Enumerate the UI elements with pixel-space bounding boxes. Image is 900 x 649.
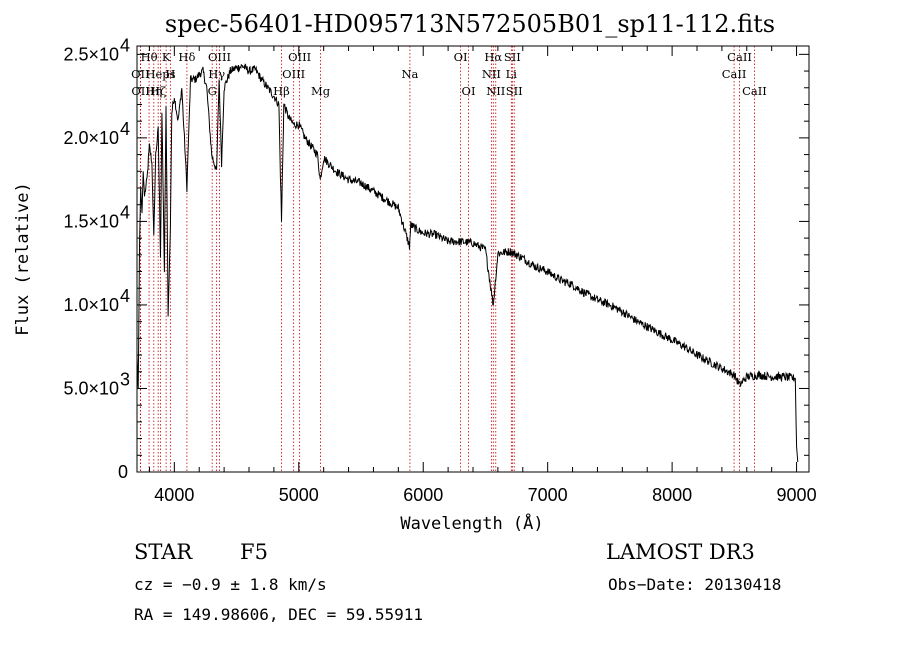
- line-label: Hθ: [141, 50, 158, 64]
- y-tick-label: 2.0×10: [63, 128, 119, 148]
- line-label: OI: [454, 50, 468, 64]
- x-axis-ticks: 4000 5000 6000 7000 8000 9000: [148, 46, 817, 505]
- y-tick-label: 1.5×10: [63, 211, 119, 231]
- x-tick-label: 8000: [652, 485, 692, 505]
- line-label: Hη: [145, 84, 162, 98]
- line-label: Hβ: [273, 84, 290, 98]
- line-label: NII: [486, 84, 505, 98]
- x-tick-label: 4000: [154, 485, 194, 505]
- line-label: OIII: [288, 50, 311, 64]
- line-label: Hα: [484, 50, 502, 64]
- line-label: SII: [504, 50, 521, 64]
- line-label: K: [162, 50, 171, 64]
- x-tick-label: 6000: [403, 485, 443, 505]
- line-label: SII: [506, 84, 523, 98]
- y-tick-label: 0: [118, 462, 128, 482]
- line-label: OII: [131, 67, 150, 81]
- line-label: Li: [506, 67, 518, 81]
- y-tick-label: 5.0×10: [63, 378, 119, 398]
- line-label: Heps: [145, 67, 175, 81]
- line-label: G: [208, 84, 217, 98]
- object-class: STAR: [134, 540, 193, 564]
- y-axis-ticks: 05.0×10 31.0×10 41.5×10 42.0×10 42.5×10 4: [63, 35, 809, 482]
- plot-frame: [136, 45, 810, 473]
- y-axis-label: Flux (relative): [13, 182, 33, 336]
- redshift-cz: cz = −0.9 ± 1.8 km/s: [134, 575, 327, 594]
- spectral-line-markers: [139, 46, 755, 472]
- ra-dec-coords: RA = 149.98606, DEC = 59.55911: [134, 605, 423, 624]
- y-tick-exponent: 4: [120, 119, 130, 139]
- line-label: OI: [462, 84, 476, 98]
- survey-name: LAMOST DR3: [606, 540, 755, 564]
- line-label: Hζ: [150, 84, 166, 98]
- line-label: Mg: [311, 84, 331, 98]
- y-tick-label: 2.5×10: [63, 44, 119, 64]
- obs-date: Obs−Date: 20130418: [608, 575, 781, 594]
- line-label: CaII: [722, 67, 747, 81]
- chart-title: spec-56401-HD095713N572505B01_sp11-112.f…: [165, 10, 775, 38]
- spectrum-line: [136, 63, 799, 463]
- line-label: Hδ: [178, 50, 195, 64]
- line-label: OII: [131, 84, 150, 98]
- y-tick-exponent: 4: [120, 202, 130, 222]
- y-tick-exponent: 3: [120, 369, 130, 389]
- x-axis-label: Wavelength (Å): [400, 512, 543, 534]
- line-label: Na: [401, 67, 418, 81]
- line-label: CaII: [727, 50, 752, 64]
- y-tick-exponent: 4: [120, 286, 130, 306]
- x-tick-label: 9000: [777, 485, 817, 505]
- line-label: CaII: [742, 84, 767, 98]
- x-tick-label: 7000: [528, 485, 568, 505]
- subclass: F5: [240, 540, 268, 564]
- y-tick-exponent: 4: [120, 35, 130, 55]
- x-tick-label: 5000: [279, 485, 319, 505]
- line-label: OIII: [208, 50, 231, 64]
- line-label: Hγ: [208, 67, 225, 81]
- line-label: H: [165, 67, 175, 81]
- line-label: OIII: [282, 67, 305, 81]
- y-tick-label: 1.0×10: [63, 295, 119, 315]
- line-label: NII: [482, 67, 501, 81]
